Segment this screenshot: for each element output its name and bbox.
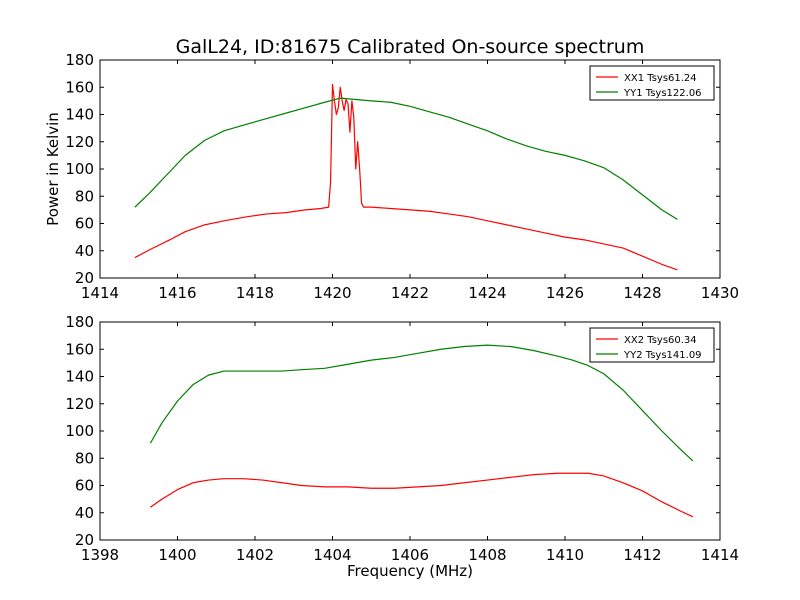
x-tick-label: 1406	[391, 546, 429, 564]
legend-label-1: XX1 Tsys61.24	[624, 73, 697, 84]
y-tick-label: 140	[65, 106, 94, 124]
chart-panel-2: 1398 1400 1402 1404 1406 1408 1410 1412 1414 20 40…	[65, 313, 739, 580]
y-tick-label: 40	[75, 242, 94, 260]
series-line-1	[150, 472, 694, 518]
y-tick-label: 80	[75, 187, 94, 205]
y-tick-label: 120	[65, 133, 94, 151]
legend-label-2: YY2 Tsys141.09	[623, 350, 702, 361]
legend-box	[589, 65, 715, 101]
x-tick-label: 1414	[81, 284, 119, 302]
y-tick-label: 20	[75, 531, 94, 549]
series-line-2	[149, 344, 694, 462]
x-axis-label: Frequency (MHz)	[347, 562, 473, 580]
y-tick-label: 160	[65, 78, 94, 96]
x-tick-label: 1420	[313, 284, 351, 302]
x-tick-label: 1410	[546, 546, 584, 564]
x-tick-label: 1422	[391, 284, 429, 302]
y-tick-label: 180	[65, 51, 94, 69]
legend-label-2: YY1 Tsys122.06	[623, 88, 702, 99]
x-tick-label: 1414	[701, 546, 739, 564]
y-tick-label: 120	[65, 395, 94, 413]
legend: XX2 Tsys60.34 YY2 Tsys141.09	[589, 327, 715, 363]
x-tick-label: 1428	[623, 284, 661, 302]
legend-label-1: XX2 Tsys60.34	[624, 335, 697, 346]
x-tick-label: 1426	[546, 284, 584, 302]
legend-box	[589, 327, 715, 363]
y-tick-label: 100	[65, 160, 94, 178]
x-tick-label: 1418	[236, 284, 274, 302]
x-tick-label: 1398	[81, 546, 119, 564]
x-tick-label: 1408	[468, 546, 506, 564]
chart-title: GalL24, ID:81675 Calibrated On-source sp…	[176, 36, 645, 58]
chart-panel-1: 1414 1416 1418 1420 1422 1424 1426 1428 1430 20 40…	[44, 36, 739, 302]
y-tick-label: 60	[75, 477, 94, 495]
x-tick-label: 1430	[701, 284, 739, 302]
x-tick-label: 1412	[623, 546, 661, 564]
y-axis-label: Power in Kelvin	[44, 112, 62, 226]
y-tick-label: 160	[65, 340, 94, 358]
x-tick-label: 1416	[158, 284, 196, 302]
y-tick-label: 140	[65, 368, 94, 386]
y-tick-label: 180	[65, 313, 94, 331]
x-tick-label: 1402	[236, 546, 274, 564]
x-tick-label: 1404	[313, 546, 351, 564]
legend: XX1 Tsys61.24 YY1 Tsys122.06	[589, 65, 715, 101]
x-tick-label: 1424	[468, 284, 506, 302]
y-tick-label: 80	[75, 449, 94, 467]
series-line-2	[134, 97, 678, 220]
series-line-1	[134, 83, 678, 271]
y-tick-label: 40	[75, 504, 94, 522]
y-tick-label: 20	[75, 269, 94, 287]
y-tick-label: 60	[75, 215, 94, 233]
y-tick-label: 100	[65, 422, 94, 440]
x-tick-label: 1400	[158, 546, 196, 564]
